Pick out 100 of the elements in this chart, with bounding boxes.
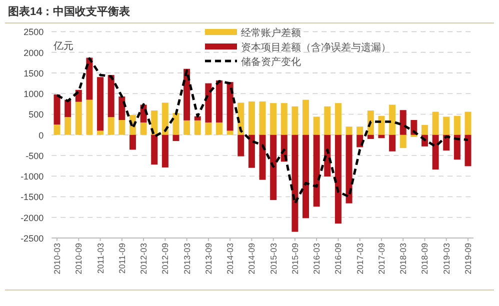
bar (118, 120, 126, 135)
bar (378, 116, 385, 135)
x-tick-label: 2011-03 (95, 242, 106, 274)
bar (259, 101, 266, 135)
y-tick-label: 1500 (24, 68, 44, 78)
bar (454, 134, 460, 160)
x-tick-label: 2013-03 (182, 242, 192, 274)
legend-label: 储备资产变化 (241, 56, 301, 68)
bar (64, 100, 72, 118)
x-tick-label: 2010-03 (52, 242, 62, 274)
legend-label: 资本项目差额（含净误差与遗漏） (241, 42, 391, 54)
bar (54, 124, 60, 135)
bar (400, 110, 406, 135)
bar (454, 116, 460, 135)
bar (389, 104, 396, 135)
bar (86, 100, 93, 135)
x-tick-label: 2017-09 (376, 242, 386, 274)
x-tick-label: 2018-03 (398, 242, 408, 274)
x-tick-label: 2012-03 (138, 242, 149, 274)
bar (302, 100, 310, 135)
bar (389, 134, 396, 152)
bar (270, 134, 277, 200)
bar (129, 134, 136, 150)
bar (280, 103, 288, 135)
bar (292, 134, 298, 232)
chart-title: 图表14：中国收支平衡表 (8, 5, 132, 18)
x-tick-label: 2012-09 (160, 242, 170, 274)
bar (238, 134, 244, 156)
bar (226, 82, 234, 131)
bar (97, 130, 104, 135)
bar (334, 134, 342, 224)
bar (334, 103, 342, 135)
bar (292, 106, 298, 135)
bar (432, 134, 439, 170)
y-tick-label: 500 (28, 110, 44, 120)
bar (172, 112, 180, 135)
x-tick-label: 2019-09 (462, 242, 473, 274)
y-tick-label: 1000 (24, 89, 44, 100)
bar (140, 122, 147, 135)
bar (194, 120, 201, 135)
bar (75, 102, 82, 135)
bar (324, 106, 331, 135)
bar (248, 101, 255, 135)
bar (346, 134, 352, 204)
bar (86, 58, 93, 100)
bar (248, 134, 255, 168)
bar (302, 134, 310, 218)
bar (205, 122, 212, 135)
bar (378, 134, 385, 138)
y-tick-label: 2000 (24, 48, 44, 58)
bar (162, 102, 168, 135)
bar (226, 130, 234, 135)
x-tick-label: 2016-09 (333, 242, 344, 274)
bar (108, 117, 114, 135)
bar (313, 134, 320, 207)
bar (443, 116, 450, 135)
x-tick-label: 2014-03 (225, 242, 236, 274)
y-tick-label: -2500 (20, 234, 44, 244)
bar (216, 122, 222, 135)
y-tick-label: 0 (38, 130, 44, 140)
y-axis-title: 亿元 (52, 41, 74, 52)
x-tick-label: 2014-09 (246, 242, 257, 274)
x-tick-label: 2015-03 (268, 242, 278, 274)
bar (184, 120, 190, 135)
bar (216, 80, 222, 122)
bar (464, 134, 472, 166)
y-tick-label: -500 (26, 150, 44, 161)
x-tick-label: 2017-03 (354, 242, 365, 274)
bar (400, 134, 406, 148)
x-tick-label: 2015-09 (290, 242, 300, 274)
bar (162, 134, 168, 168)
bar (367, 134, 374, 139)
x-tick-label: 2010-09 (74, 242, 84, 274)
bar (270, 103, 277, 135)
bar (432, 112, 439, 135)
x-tick-label: 2019-03 (441, 242, 452, 274)
bar (64, 117, 72, 135)
bar (356, 126, 364, 135)
y-tick-label: 2500 (24, 27, 44, 38)
bar (118, 96, 126, 120)
legend-label: 经常账户差额 (241, 27, 301, 39)
bar (97, 77, 104, 131)
bar (172, 134, 180, 142)
bar (367, 110, 374, 135)
y-tick-label: -2000 (20, 212, 44, 223)
x-tick-label: 2013-09 (203, 242, 214, 274)
y-tick-label: -1000 (20, 172, 44, 182)
bar (151, 134, 158, 165)
bar (205, 83, 212, 122)
bar (54, 94, 60, 125)
bar (108, 75, 114, 118)
bar (194, 116, 201, 120)
x-tick-label: 2018-09 (420, 242, 430, 274)
x-tick-label: 2011-09 (116, 242, 127, 274)
y-tick-label: -1500 (20, 192, 44, 202)
bar (313, 116, 320, 135)
bar (421, 124, 428, 135)
line-series (56, 57, 470, 205)
bar (464, 112, 472, 135)
bar (346, 126, 352, 135)
